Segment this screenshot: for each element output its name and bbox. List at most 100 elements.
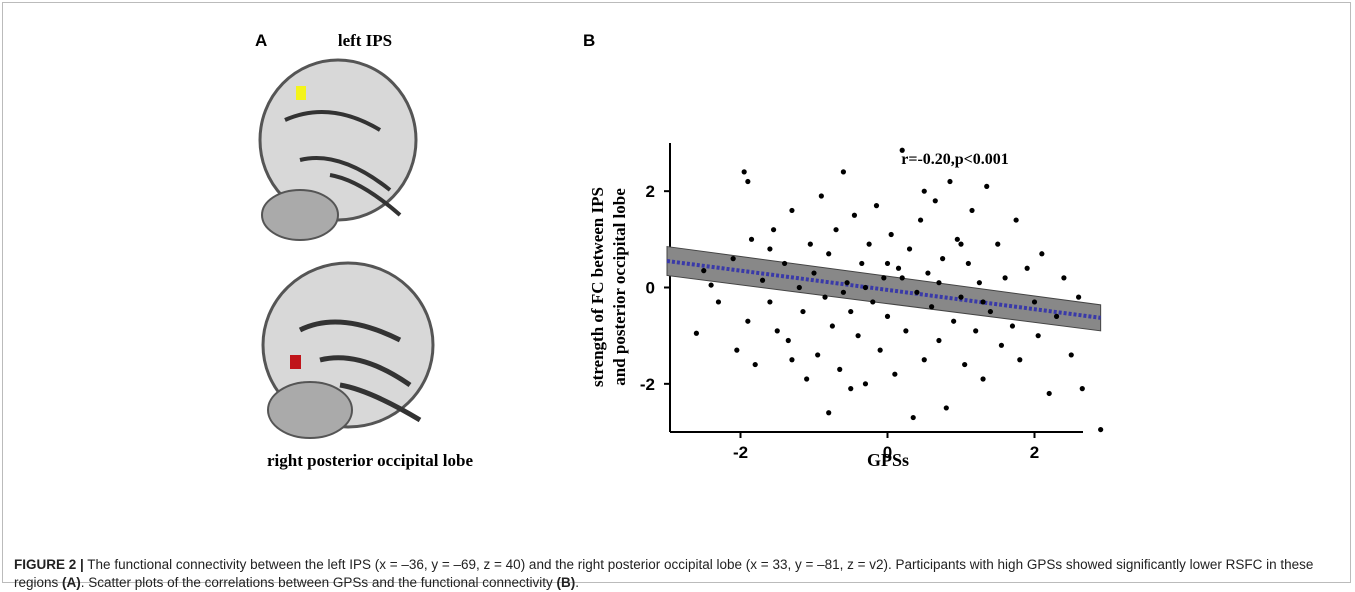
point bbox=[929, 304, 935, 310]
point bbox=[1046, 390, 1052, 397]
brain-top bbox=[258, 58, 418, 241]
point bbox=[1068, 352, 1074, 358]
x-tick-label: 0 bbox=[883, 443, 892, 462]
point bbox=[848, 308, 854, 315]
point bbox=[936, 280, 942, 286]
point bbox=[848, 386, 854, 392]
point bbox=[884, 313, 891, 319]
point bbox=[932, 198, 938, 204]
point bbox=[859, 260, 865, 267]
point bbox=[1053, 313, 1060, 319]
point bbox=[782, 260, 788, 267]
caption-label: FIGURE 2 | bbox=[14, 557, 84, 572]
point bbox=[789, 207, 795, 214]
y-axis-label: strength of FC between IPS bbox=[588, 187, 607, 387]
point bbox=[715, 299, 722, 305]
point bbox=[1002, 275, 1008, 281]
point bbox=[987, 308, 994, 315]
point bbox=[1024, 265, 1030, 271]
point bbox=[958, 294, 964, 300]
point bbox=[965, 260, 971, 267]
point bbox=[899, 275, 905, 281]
point bbox=[962, 361, 968, 368]
point bbox=[752, 361, 758, 368]
point bbox=[1061, 275, 1067, 281]
brain-bottom bbox=[261, 261, 435, 439]
point bbox=[862, 381, 869, 387]
point bbox=[708, 282, 714, 288]
caption-text: . Scatter plots of the correlations betw… bbox=[80, 575, 557, 590]
figure-frame bbox=[2, 2, 1351, 583]
point bbox=[1079, 386, 1085, 392]
point bbox=[906, 246, 913, 252]
point bbox=[701, 268, 707, 274]
x-axis-label: GPSs bbox=[867, 450, 909, 470]
point bbox=[837, 366, 843, 372]
point bbox=[818, 193, 824, 199]
point bbox=[877, 347, 883, 353]
caption-ref: (B) bbox=[556, 575, 576, 590]
point bbox=[892, 371, 898, 377]
point bbox=[826, 410, 832, 416]
y-axis-label: and posterior occipital lobe bbox=[610, 188, 629, 386]
point bbox=[870, 299, 876, 305]
point bbox=[693, 330, 700, 336]
point bbox=[829, 323, 835, 329]
point bbox=[917, 217, 924, 223]
point bbox=[936, 337, 942, 344]
point bbox=[888, 231, 894, 238]
point bbox=[833, 227, 839, 233]
point bbox=[954, 236, 960, 242]
point bbox=[767, 246, 773, 252]
point bbox=[1017, 357, 1023, 363]
point bbox=[1039, 251, 1045, 257]
point bbox=[774, 328, 780, 334]
point bbox=[899, 147, 905, 153]
point bbox=[910, 414, 916, 421]
point bbox=[881, 275, 887, 281]
point bbox=[884, 260, 891, 267]
x-tick-label: -2 bbox=[733, 443, 748, 462]
point bbox=[1076, 294, 1082, 300]
point bbox=[745, 318, 751, 324]
point bbox=[767, 299, 773, 305]
point bbox=[1098, 426, 1104, 433]
point bbox=[873, 203, 880, 209]
point bbox=[984, 183, 990, 189]
point bbox=[851, 212, 858, 218]
region-label: left IPS bbox=[338, 31, 392, 50]
fit-line bbox=[666, 259, 1101, 320]
y-tick-label: 2 bbox=[646, 182, 655, 201]
point bbox=[925, 270, 931, 276]
panel-label: B bbox=[583, 31, 595, 50]
point bbox=[914, 289, 920, 295]
point bbox=[840, 289, 847, 295]
x-tick-label: 2 bbox=[1030, 443, 1039, 462]
point bbox=[980, 299, 986, 305]
panel-label: A bbox=[255, 31, 267, 50]
point bbox=[822, 294, 828, 300]
point bbox=[921, 188, 927, 194]
point bbox=[1009, 323, 1016, 329]
point bbox=[734, 347, 740, 353]
point bbox=[921, 357, 927, 363]
point bbox=[785, 337, 791, 344]
point bbox=[1031, 299, 1038, 305]
point bbox=[770, 227, 777, 233]
point bbox=[840, 169, 847, 175]
region-label: right posterior occipital lobe bbox=[267, 451, 473, 470]
point bbox=[741, 169, 747, 175]
y-tick-label: -2 bbox=[640, 375, 655, 394]
point bbox=[759, 277, 766, 283]
point bbox=[976, 280, 982, 286]
caption-text: . bbox=[575, 575, 580, 590]
point bbox=[998, 342, 1005, 348]
point bbox=[1013, 217, 1019, 223]
point bbox=[844, 280, 850, 286]
point bbox=[789, 357, 795, 363]
point bbox=[748, 236, 755, 242]
point bbox=[730, 256, 736, 262]
point bbox=[903, 328, 909, 334]
caption: FIGURE 2 | The functional connectivity b… bbox=[14, 556, 1344, 592]
